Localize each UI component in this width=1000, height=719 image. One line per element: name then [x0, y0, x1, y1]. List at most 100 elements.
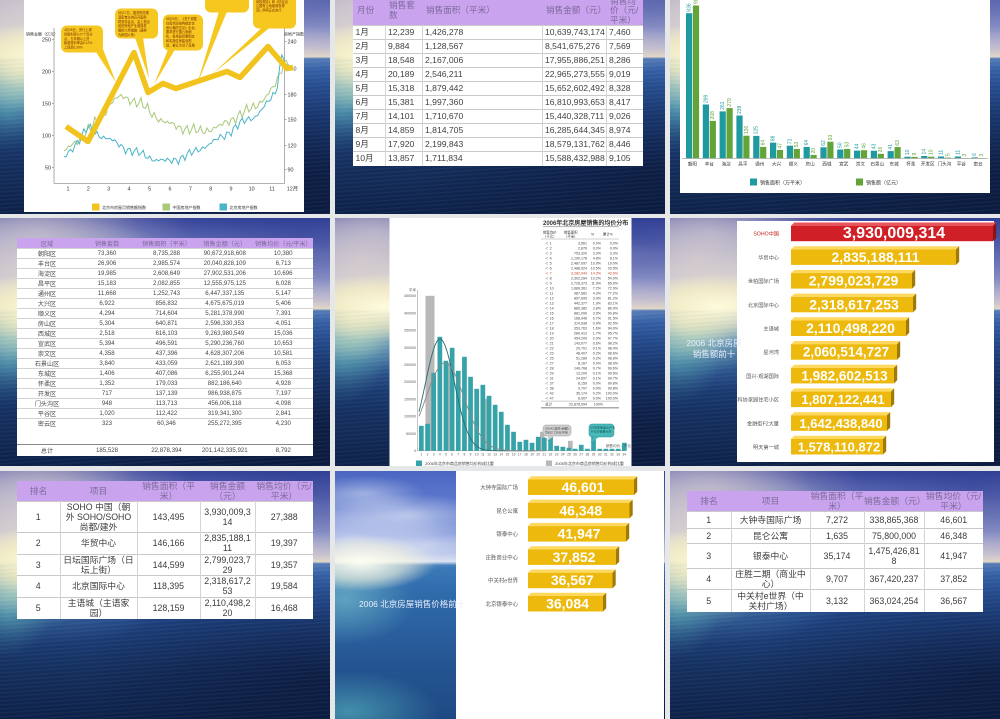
- svg-text:用权规定》和《协议出: 用权规定》和《协议出: [256, 0, 288, 3]
- svg-text:8,167: 8,167: [578, 362, 587, 366]
- svg-text:94.0%: 94.0%: [608, 327, 619, 331]
- svg-text:10: 10: [249, 186, 255, 192]
- svg-text:0.0%: 0.0%: [593, 362, 602, 366]
- svg-text:＜ 4: ＜ 4: [545, 257, 552, 261]
- svg-text:5: 5: [445, 452, 447, 456]
- svg-text:10: 10: [929, 149, 935, 155]
- svg-text:150: 150: [288, 117, 297, 123]
- svg-text:房地产指数: 房地产指数: [284, 30, 304, 36]
- svg-text:100000: 100000: [404, 415, 416, 419]
- svg-text:400000: 400000: [404, 311, 416, 315]
- svg-text:86.9%: 86.9%: [608, 307, 619, 311]
- svg-text:3,282,949: 3,282,949: [571, 272, 587, 276]
- svg-text:2,799,023,729: 2,799,023,729: [809, 273, 899, 289]
- svg-text:7: 7: [189, 186, 192, 192]
- svg-text:150000: 150000: [404, 397, 416, 401]
- svg-text:0.7%: 0.7%: [593, 317, 602, 321]
- svg-text:100: 100: [42, 133, 51, 139]
- svg-text:门头沟: 门头沟: [938, 160, 952, 167]
- svg-text:261: 261: [720, 101, 726, 110]
- svg-text:0.7%: 0.7%: [593, 367, 602, 371]
- svg-text:41,947: 41,947: [558, 525, 601, 541]
- svg-text:温家宝主持召开国务: 温家宝主持召开国务: [118, 14, 147, 19]
- svg-text:＜ 38: ＜ 38: [545, 387, 554, 391]
- svg-text:63: 63: [895, 139, 901, 145]
- svg-text:34: 34: [623, 452, 627, 456]
- svg-text:世柏国际广场: 世柏国际广场: [748, 277, 779, 285]
- svg-text:168,946: 168,946: [574, 317, 587, 321]
- svg-text:4.8%: 4.8%: [593, 257, 602, 261]
- svg-text:880,382: 880,382: [574, 307, 587, 311]
- svg-text:208: 208: [710, 110, 716, 119]
- svg-text:37,852: 37,852: [553, 548, 596, 564]
- svg-text:3: 3: [979, 153, 985, 156]
- svg-text:3: 3: [433, 452, 435, 456]
- svg-text:72.9%: 72.9%: [608, 287, 619, 291]
- svg-text:北京房地产指数: 北京房地产指数: [230, 204, 258, 210]
- svg-text:0.0%: 0.0%: [593, 397, 602, 401]
- svg-text:13: 13: [493, 452, 497, 456]
- svg-text:%: %: [591, 233, 594, 237]
- svg-text:和实施住房建设规: 和实施住房建设规: [166, 38, 192, 43]
- svg-text:昌平: 昌平: [738, 161, 748, 167]
- svg-text:促进房地产业健康发: 促进房地产业健康发: [118, 23, 147, 28]
- svg-text:24,697: 24,697: [576, 377, 587, 381]
- svg-text:＜ 17: ＜ 17: [545, 322, 554, 326]
- svg-text:54.0%: 54.0%: [608, 277, 619, 281]
- svg-text:＜ 7: ＜ 7: [545, 272, 552, 276]
- svg-text:0.1%: 0.1%: [593, 347, 602, 351]
- svg-text:销售金额（亿元）: 销售金额（亿元）: [26, 30, 58, 36]
- svg-text:要求进行国六条细: 要求进行国六条细: [166, 29, 192, 34]
- svg-text:10.9%: 10.9%: [591, 262, 602, 266]
- svg-text:29: 29: [592, 452, 596, 456]
- svg-text:怀柔: 怀柔: [906, 160, 916, 167]
- svg-text:32: 32: [610, 452, 614, 456]
- svg-text:2,487,097: 2,487,097: [571, 262, 587, 266]
- svg-text:0.0%: 0.0%: [610, 242, 619, 246]
- svg-text:24: 24: [561, 452, 565, 456]
- svg-text:0.0%: 0.0%: [610, 247, 619, 251]
- svg-text:99.6%: 99.6%: [608, 372, 619, 376]
- svg-text:43.6%: 43.6%: [608, 272, 619, 276]
- svg-text:90: 90: [288, 167, 294, 173]
- svg-text:总计: 总计: [545, 402, 553, 407]
- svg-text:28: 28: [586, 452, 590, 456]
- svg-text:3.3%: 3.3%: [610, 252, 619, 256]
- svg-text:通州: 通州: [755, 160, 765, 167]
- svg-text:0: 0: [414, 449, 416, 453]
- svg-text:65.9%: 65.9%: [608, 282, 619, 286]
- svg-text:14.3%: 14.3%: [591, 272, 602, 276]
- svg-text:99.8%: 99.8%: [608, 382, 619, 386]
- svg-text:353,763: 353,763: [574, 327, 587, 331]
- svg-text:顺义: 顺义: [789, 161, 799, 167]
- svg-text:149,768: 149,768: [574, 367, 587, 371]
- svg-text:250: 250: [42, 37, 51, 43]
- svg-text:＜ 20: ＜ 20: [545, 337, 554, 341]
- svg-text:6: 6: [972, 152, 978, 155]
- svg-text:平米: 平米: [409, 287, 417, 292]
- svg-text:97.7%: 97.7%: [608, 337, 619, 341]
- svg-text:大钟寺国际广场: 大钟寺国际广场: [480, 483, 518, 491]
- svg-text:36,567: 36,567: [551, 572, 594, 588]
- svg-text:9: 9: [470, 452, 472, 456]
- svg-text:7: 7: [457, 452, 459, 456]
- svg-text:2,060,514,727: 2,060,514,727: [803, 345, 889, 360]
- svg-text:点，五年期以上贷: 点，五年期以上贷: [64, 35, 90, 40]
- svg-text:12: 12: [487, 452, 491, 456]
- svg-text:0.0%: 0.0%: [593, 387, 602, 391]
- svg-text:279: 279: [727, 98, 733, 107]
- svg-text:银泰中心: 银泰中心: [496, 530, 518, 538]
- svg-text:SOHO中国: SOHO中国: [753, 230, 779, 238]
- svg-text:销售均价：千元: 销售均价：千元: [606, 443, 632, 448]
- svg-text:27: 27: [579, 452, 583, 456]
- svg-text:143,077: 143,077: [574, 342, 587, 346]
- svg-text:＜ 42: ＜ 42: [545, 392, 554, 396]
- svg-text:＜ 1: ＜ 1: [545, 242, 552, 246]
- svg-text:20: 20: [811, 147, 817, 153]
- svg-text:均价2.7万元/平米: 均价2.7万元/平米: [545, 430, 568, 435]
- svg-text:1,807,122,441: 1,807,122,441: [801, 392, 884, 407]
- svg-text:21: 21: [543, 452, 547, 456]
- svg-text:0.6%: 0.6%: [593, 342, 602, 346]
- svg-text:东城: 东城: [889, 160, 899, 167]
- svg-text:0.9%: 0.9%: [593, 322, 602, 326]
